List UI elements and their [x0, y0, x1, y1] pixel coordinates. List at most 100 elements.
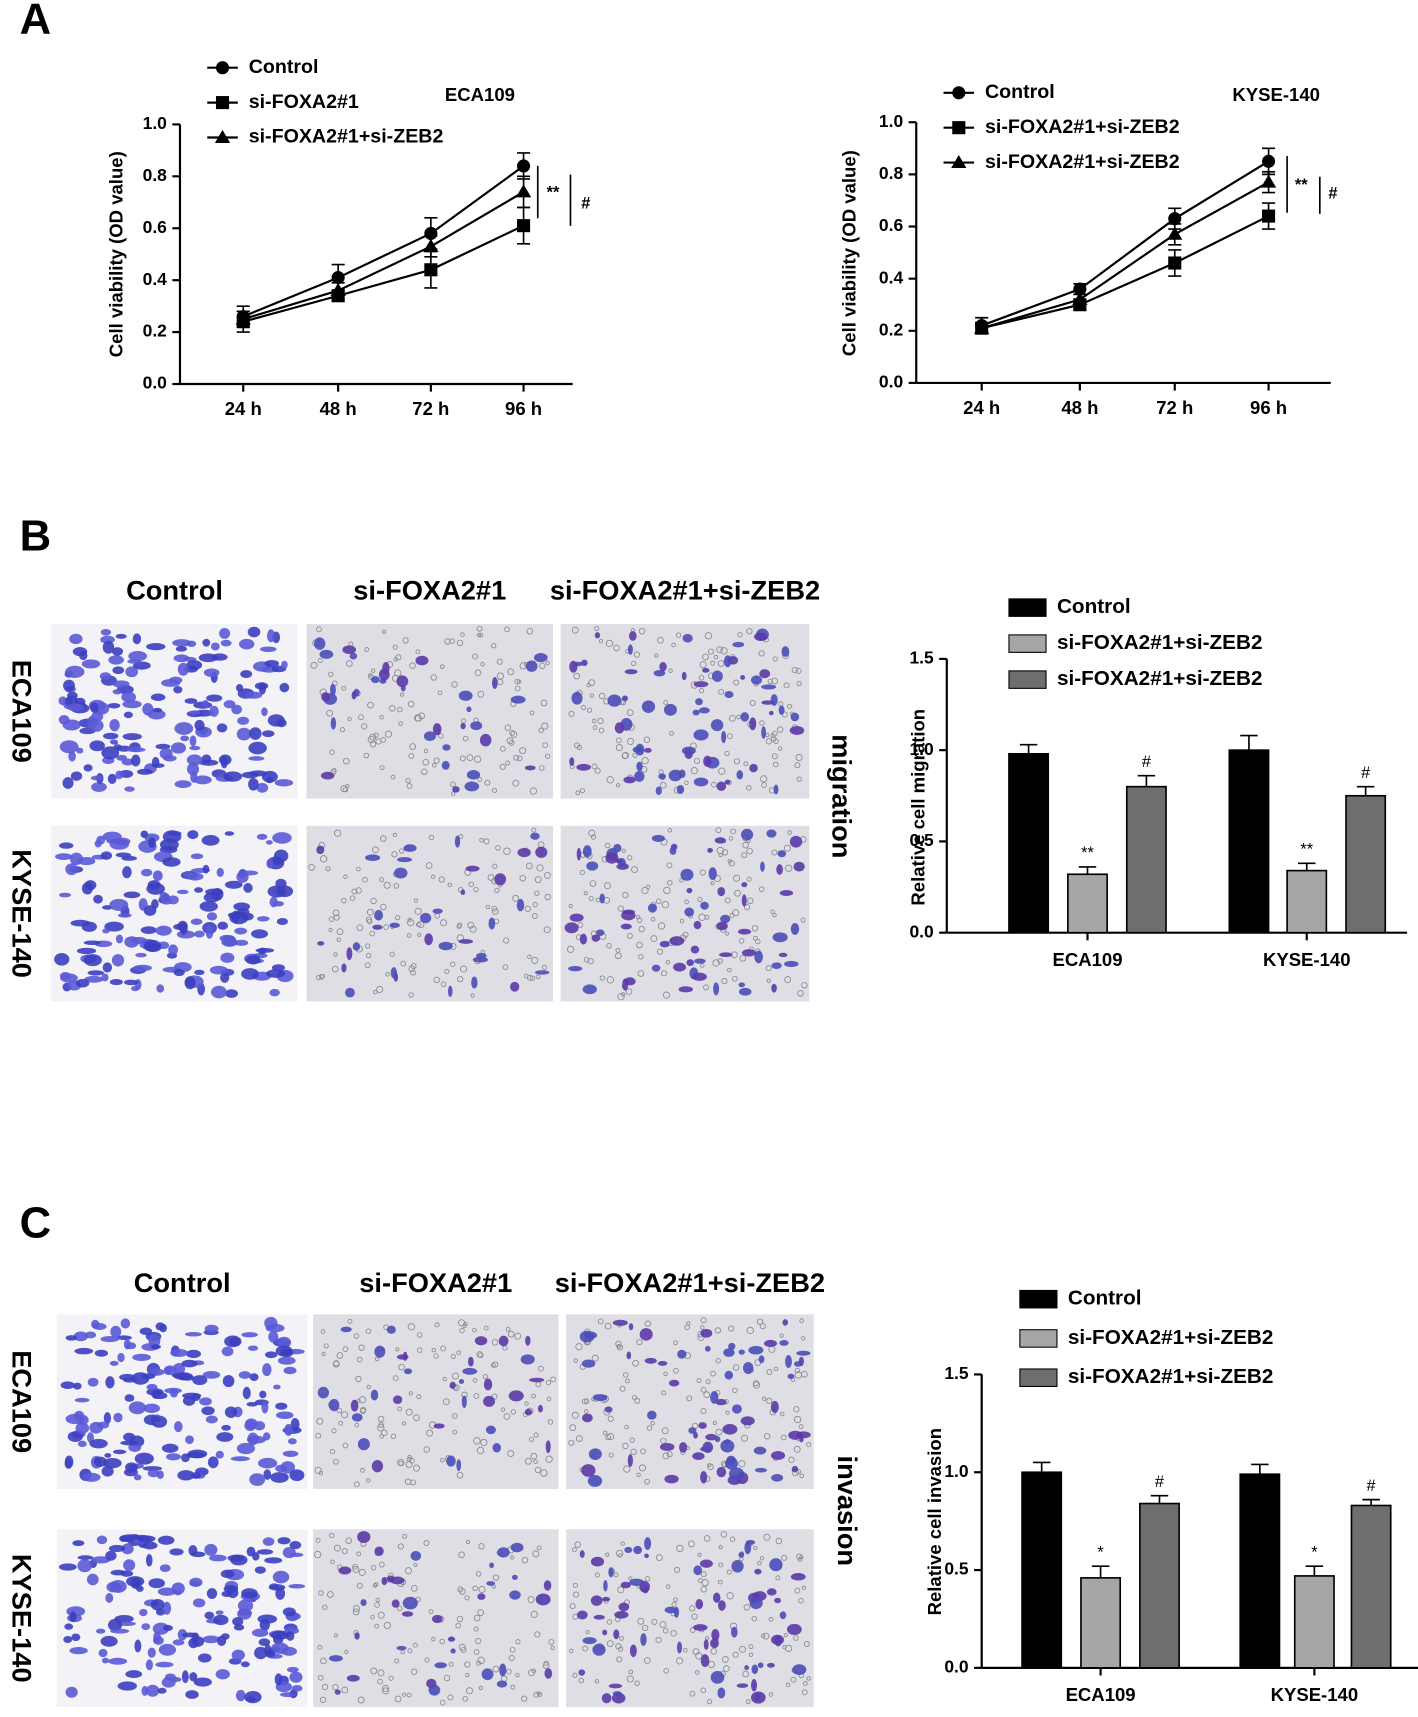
pore — [485, 904, 491, 910]
cell — [291, 1685, 303, 1692]
cell — [351, 1413, 363, 1422]
pore — [394, 915, 401, 921]
cell — [290, 1417, 300, 1431]
cell — [143, 939, 162, 952]
pore — [796, 680, 802, 687]
pore — [341, 1548, 348, 1555]
pore — [356, 1582, 363, 1589]
pore — [478, 632, 484, 638]
cell — [678, 769, 686, 779]
pore — [491, 643, 497, 649]
pore — [423, 1540, 430, 1546]
pore — [773, 738, 779, 744]
cell — [120, 1440, 139, 1446]
significance-label: # — [1328, 185, 1337, 203]
cell — [241, 1588, 258, 1599]
pore — [597, 1318, 604, 1325]
cell — [152, 870, 163, 882]
pore — [472, 1585, 478, 1592]
cell — [112, 689, 122, 695]
pore — [364, 647, 370, 652]
pore — [630, 660, 637, 667]
pore — [377, 1424, 385, 1432]
cell — [134, 1639, 142, 1653]
pore — [650, 917, 656, 922]
pore — [317, 657, 323, 664]
cell — [486, 1581, 496, 1586]
pore — [477, 1609, 485, 1616]
cell — [174, 1421, 183, 1433]
cell — [789, 725, 805, 735]
pore — [786, 703, 793, 709]
pore — [697, 1552, 702, 1557]
cell — [710, 1670, 725, 1684]
cell — [684, 907, 695, 917]
pore — [793, 1635, 799, 1641]
cell — [686, 887, 693, 894]
pore — [477, 690, 485, 698]
significance-label: # — [1142, 753, 1152, 771]
pore — [530, 1452, 538, 1460]
pore — [753, 1545, 758, 1551]
cell — [772, 932, 788, 943]
pore — [772, 913, 777, 918]
cell — [576, 847, 582, 861]
cell — [244, 1420, 257, 1432]
cell — [67, 1431, 83, 1442]
cell — [172, 639, 192, 647]
pore — [530, 1610, 538, 1618]
cell — [146, 1383, 158, 1391]
pore — [345, 1537, 353, 1544]
series-line — [981, 181, 1270, 330]
cell — [113, 1412, 123, 1423]
cell — [142, 1466, 163, 1471]
cell — [100, 851, 113, 860]
cell — [54, 952, 70, 966]
pore — [588, 896, 594, 901]
cell — [781, 646, 790, 657]
cell — [249, 1373, 259, 1381]
cell — [634, 771, 645, 782]
pore — [704, 914, 710, 920]
pore — [433, 757, 440, 764]
cell — [232, 1617, 244, 1626]
bar — [1125, 785, 1167, 934]
cell — [73, 1382, 82, 1390]
cell — [710, 1390, 719, 1404]
cell — [224, 1335, 242, 1348]
cell — [145, 1684, 160, 1697]
cell — [241, 1332, 258, 1338]
pore — [592, 725, 598, 730]
pore — [766, 978, 771, 983]
pore — [763, 1533, 771, 1541]
pore — [581, 704, 587, 711]
cell — [115, 770, 124, 780]
pore — [793, 1415, 802, 1424]
pore — [716, 846, 724, 855]
cell — [716, 1466, 727, 1478]
cell — [669, 846, 677, 855]
cell — [432, 723, 442, 736]
cell — [188, 710, 201, 715]
pore — [444, 638, 451, 645]
cell — [176, 889, 189, 895]
pore — [503, 937, 510, 944]
cell — [199, 759, 219, 766]
pore — [360, 1467, 365, 1473]
cell — [499, 1663, 507, 1677]
cell — [194, 887, 204, 893]
cell — [141, 1623, 151, 1630]
pore — [534, 876, 542, 884]
cell — [730, 1626, 738, 1638]
cell — [275, 878, 287, 889]
pore — [616, 1656, 623, 1663]
cell — [590, 1595, 603, 1606]
cell — [268, 1331, 279, 1343]
cell — [593, 1614, 605, 1620]
cell — [216, 723, 228, 733]
cell — [65, 1413, 85, 1425]
pore — [617, 1586, 625, 1594]
pore — [656, 948, 663, 955]
pore — [765, 738, 773, 745]
cell — [169, 676, 183, 684]
